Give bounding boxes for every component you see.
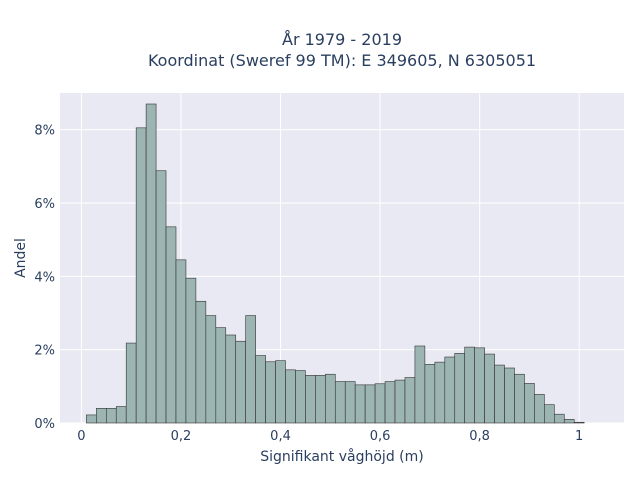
x-axis-ticks: 0 0,2 0,4 0,6 0,8 1: [77, 429, 583, 444]
y-tick-label: 4%: [34, 270, 55, 285]
histogram-bar: [384, 381, 396, 424]
histogram-bar: [334, 381, 346, 424]
histogram-bar: [96, 408, 107, 424]
histogram-bar: [344, 381, 356, 424]
histogram-bar: [145, 103, 157, 424]
y-axis-title: Andel: [13, 238, 29, 278]
histogram-bar: [285, 369, 296, 424]
histogram-bar: [354, 384, 366, 424]
histogram-bar: [295, 370, 306, 424]
x-tick-label: 0: [77, 429, 85, 444]
histogram-bar: [115, 406, 127, 424]
y-tick-label: 6%: [34, 197, 55, 212]
histogram-bar: [534, 394, 545, 424]
histogram-bar: [225, 334, 237, 424]
histogram-bar: [205, 315, 217, 424]
histogram-bar: [265, 361, 276, 424]
histogram-bar: [434, 361, 446, 424]
x-axis-title: Signifikant våghöjd (m): [260, 448, 423, 465]
histogram-bar: [195, 300, 207, 424]
histogram-bar: [454, 353, 466, 424]
histogram-bar: [444, 356, 456, 424]
histogram-bar: [275, 360, 286, 424]
histogram-bar: [394, 379, 406, 424]
chart-title-line1: År 1979 - 2019: [282, 30, 402, 49]
histogram-bar: [494, 364, 505, 424]
chart-title-line2: Koordinat (Sweref 99 TM): E 349605, N 63…: [148, 51, 536, 70]
histogram-bar: [544, 404, 555, 424]
x-tick-label: 1: [575, 429, 583, 444]
histogram-bar: [514, 373, 525, 424]
x-tick-label: 0,4: [270, 429, 291, 444]
histogram-bar: [573, 421, 585, 424]
y-axis-ticks: 0% 2% 4% 6% 8%: [34, 124, 55, 432]
histogram-bar: [464, 346, 475, 424]
histogram-bar: [245, 315, 256, 424]
histogram-bar: [374, 383, 386, 424]
histogram-bar: [155, 170, 167, 424]
histogram-bar: [175, 259, 187, 424]
histogram-bar: [404, 377, 416, 424]
histogram-bar: [235, 340, 246, 424]
histogram-bar: [504, 367, 515, 424]
histogram-bar: [414, 345, 426, 424]
histogram-bar: [474, 347, 485, 424]
histogram-bar: [524, 383, 535, 424]
histogram-bar: [424, 364, 436, 424]
x-tick-label: 0,2: [171, 429, 192, 444]
histogram-bar: [315, 375, 326, 424]
histogram-bar: [135, 127, 147, 424]
histogram-bar: [563, 419, 575, 424]
histogram-bar: [165, 226, 177, 424]
histogram-bar: [364, 384, 376, 424]
histogram-bar: [86, 414, 97, 424]
x-tick-label: 0,8: [469, 429, 490, 444]
histogram-bar: [255, 355, 266, 424]
histogram-bar: [484, 353, 495, 424]
histogram-bars: [86, 103, 585, 424]
histogram-bar: [125, 342, 137, 424]
histogram-bar: [105, 408, 117, 424]
y-tick-label: 8%: [34, 124, 55, 139]
histogram-bar: [185, 277, 197, 424]
histogram-bar: [325, 373, 336, 424]
histogram-bar: [305, 375, 316, 424]
y-tick-label: 2%: [34, 344, 55, 359]
x-tick-label: 0,6: [370, 429, 391, 444]
histogram-bar: [215, 327, 227, 424]
y-tick-label: 0%: [34, 417, 55, 432]
histogram-bar: [554, 413, 565, 424]
